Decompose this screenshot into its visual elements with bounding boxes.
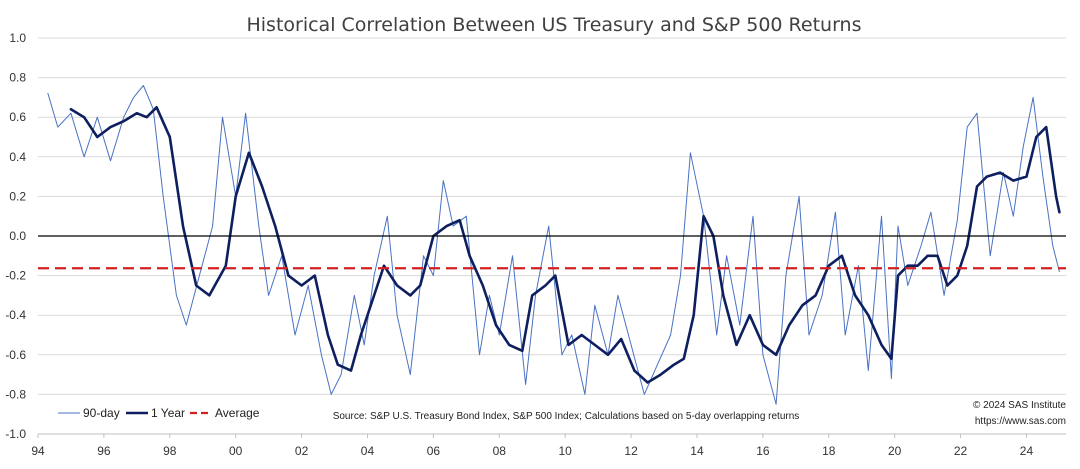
x-tick-label: 02: [295, 444, 309, 458]
source-note: Source: S&P U.S. Treasury Bond Index, S&…: [333, 411, 800, 422]
y-tick-label: 0.0: [9, 229, 26, 243]
x-tick-label: 24: [1020, 444, 1034, 458]
x-tick-label: 96: [97, 444, 111, 458]
chart-title: Historical Correlation Between US Treasu…: [246, 14, 861, 36]
x-tick-label: 06: [427, 444, 441, 458]
legend-label-average: Average: [215, 406, 260, 420]
series-line-ninety-day: [47, 85, 1060, 405]
y-tick-label: -0.2: [5, 269, 26, 283]
legend-label-one-year: 1 Year: [151, 406, 185, 420]
y-tick-label: -1.0: [5, 427, 26, 441]
y-tick-label: 0.6: [9, 110, 26, 124]
y-tick-label: 0.2: [9, 189, 26, 203]
y-tick-label: 0.8: [9, 71, 26, 85]
series-group: [38, 85, 1066, 405]
x-tick-label: 12: [624, 444, 638, 458]
copyright-note: © 2024 SAS Institute: [973, 400, 1066, 411]
x-tick-label: 16: [756, 444, 770, 458]
website-note: https://www.sas.com: [975, 416, 1066, 427]
y-tick-label: -0.8: [5, 387, 26, 401]
x-tick-label: 10: [558, 444, 572, 458]
x-tick-label: 14: [690, 444, 704, 458]
series-line-one-year: [69, 106, 1061, 384]
x-tick-label: 18: [822, 444, 836, 458]
x-tick-label: 08: [493, 444, 507, 458]
x-tick-label: 98: [163, 444, 177, 458]
x-tick-label: 00: [229, 444, 243, 458]
y-tick-label: -0.4: [5, 308, 26, 322]
legend: 90-day 1 Year Average: [58, 406, 260, 420]
legend-label-ninety-day: 90-day: [83, 406, 120, 420]
x-axis: 94 96 98 00 02 04 06 08 10 12 14 16 18 20 22 24: [31, 433, 1066, 458]
x-tick-label: 94: [31, 444, 45, 458]
y-tick-label: -0.6: [5, 348, 26, 362]
y-axis: 1.0 0.8 0.6 0.4 0.2 0.0 -0.2 -0.4 -0.6 -0.8 -1.0: [5, 31, 26, 441]
y-tick-label: 1.0: [9, 31, 26, 45]
x-tick-label: 04: [361, 444, 375, 458]
x-tick-label: 20: [888, 444, 902, 458]
x-tick-label: 22: [954, 444, 968, 458]
y-tick-label: 0.4: [9, 150, 26, 164]
